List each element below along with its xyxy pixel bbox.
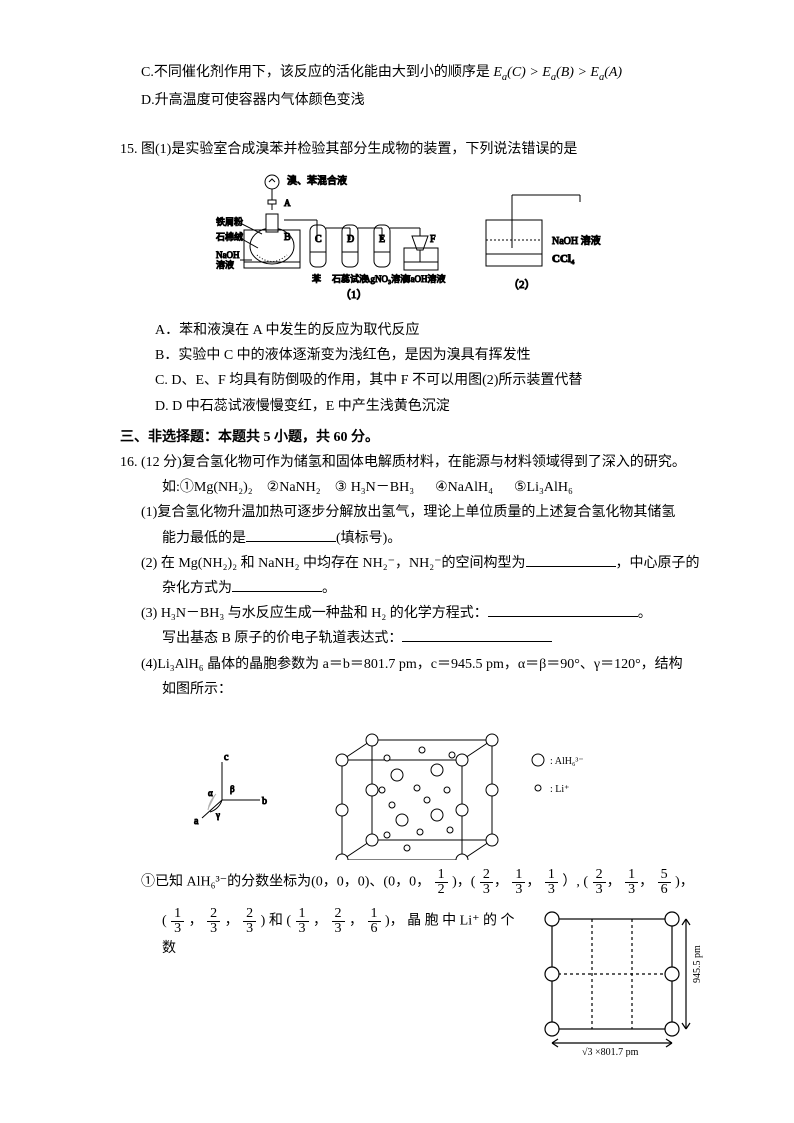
q16-p3c: 写出基态 B 原子的价电子轨道表达式：	[162, 626, 704, 651]
svg-text:A: A	[284, 198, 291, 208]
blank-p1[interactable]	[246, 527, 336, 542]
svg-text:: AlH₆³⁻: : AlH₆³⁻	[550, 756, 584, 767]
svg-text:√3 ×801.7 pm: √3 ×801.7 pm	[582, 1047, 639, 1057]
q16-p4b: 如图所示：	[162, 677, 704, 702]
svg-text:E: E	[379, 234, 385, 245]
svg-text:c: c	[224, 752, 229, 763]
blank-p2a[interactable]	[526, 552, 616, 567]
svg-text:溶液: 溶液	[216, 259, 234, 270]
svg-text:: Li⁺: : Li⁺	[550, 784, 569, 795]
svg-text:CCl₄: CCl₄	[552, 253, 575, 265]
q16-p1b: 能力最低的是(填标号)。	[162, 526, 704, 551]
q14-optD: D.升高温度可使容器内气体颜色变浅	[141, 88, 704, 113]
q16-p2c: 杂化方式为。	[162, 576, 704, 601]
q15-diagram: 溴、苯混合液 A 铁屑粉 石棉绒 NaOH 溶液 B	[120, 170, 704, 310]
q16-p1a: (1)复合氢化物升温加热可逐步分解放出氢气，理论上单位质量的上述复合氢化物其储氢	[141, 500, 704, 525]
svg-text:NaOH 溶液: NaOH 溶液	[552, 234, 601, 247]
q16-crystal-diagram: c b a β α γ	[120, 710, 704, 860]
q15-optA: A．苯和液溴在 A 中发生的反应为取代反应	[155, 318, 704, 343]
q15-optB: B．实验中 C 中的液体逐渐变为浅红色，是因为溴具有挥发性	[155, 343, 704, 368]
lbl-top: 溴、苯混合液	[287, 174, 347, 187]
section3-header: 三、非选择题：本题共 5 小题，共 60 分。	[120, 425, 704, 450]
svg-text:（1）: （1）	[340, 288, 368, 301]
q14-optC: C.不同催化剂作用下，该反应的活化能由大到小的顺序是 Ea(C) > Ea(B)…	[141, 60, 704, 88]
svg-text:945.5 pm: 945.5 pm	[692, 945, 703, 983]
q14-optC-text: C.不同催化剂作用下，该反应的活化能由大到小的顺序是	[141, 65, 490, 80]
q16-stem: 16. (12 分)复合氢化物可作为储氢和固体电解质材料，在能源与材料领域得到了…	[120, 450, 704, 475]
blank-p3a[interactable]	[488, 602, 638, 617]
svg-text:D: D	[347, 234, 354, 245]
svg-text:C: C	[315, 234, 322, 245]
svg-text:α: α	[208, 788, 213, 798]
svg-text:γ: γ	[215, 810, 220, 820]
svg-text:NaOH: NaOH	[216, 250, 240, 260]
svg-text:AgNO₃溶液: AgNO₃溶液	[364, 273, 409, 284]
blank-p3b[interactable]	[402, 627, 552, 642]
svg-text:β: β	[230, 784, 235, 794]
q16-bottom-fig: √3 ×801.7 pm 945.5 pm	[534, 907, 704, 1057]
q16-compounds: 如:①Mg(NH₂)₂ ②NaNH₂ ③ H₃N－BH₃ ④NaAlH₄ ⑤Li…	[162, 475, 704, 500]
svg-text:NaOH溶液: NaOH溶液	[404, 273, 446, 284]
q16-sub1: ①已知 AlH₆³⁻的分数坐标为(0，0，0)、(0，0， 12 )，( 23，…	[141, 868, 704, 897]
q16: 16. (12 分)复合氢化物可作为储氢和固体电解质材料，在能源与材料领域得到了…	[120, 450, 704, 1057]
svg-text:a: a	[194, 816, 199, 827]
svg-text:F: F	[430, 234, 436, 245]
blank-p2b[interactable]	[232, 577, 322, 592]
svg-text:B: B	[284, 232, 291, 243]
q16-p3a: (3) H₃N－BH₃ 与水反应生成一种盐和 H₂ 的化学方程式：。	[141, 601, 704, 626]
q14-optC-expr: Ea(C) > Ea(B) > Ea(A)	[493, 65, 622, 80]
q16-sub2: ( 13 ， 23 ， 23 ) 和 ( 13 ， 23 ， 16 )， 晶 胞…	[162, 907, 522, 961]
svg-text:苯: 苯	[312, 273, 321, 284]
q15: 15. 图(1)是实验室合成溴苯并检验其部分生成物的装置，下列说法错误的是 溴、…	[120, 137, 704, 419]
svg-text:石蕊试液: 石蕊试液	[332, 273, 368, 284]
q16-p2: (2) 在 Mg(NH₂)₂ 和 NaNH₂ 中均存在 NH₂⁻，NH₂⁻的空间…	[141, 551, 704, 576]
svg-text:铁屑粉: 铁屑粉	[216, 216, 243, 227]
q15-stem: 15. 图(1)是实验室合成溴苯并检验其部分生成物的装置，下列说法错误的是	[120, 137, 704, 162]
svg-text:石棉绒: 石棉绒	[216, 231, 243, 242]
q15-optD: D. D 中石蕊试液慢慢变红，E 中产生浅黄色沉淀	[155, 394, 704, 419]
svg-text:b: b	[262, 796, 267, 807]
q15-optC: C. D、E、F 均具有防倒吸的作用，其中 F 不可以用图(2)所示装置代替	[155, 368, 704, 393]
q16-p4a: (4)Li₃AlH₆ 晶体的晶胞参数为 a＝b＝801.7 pm，c＝945.5…	[141, 652, 704, 677]
svg-text:（2）: （2）	[508, 278, 536, 291]
